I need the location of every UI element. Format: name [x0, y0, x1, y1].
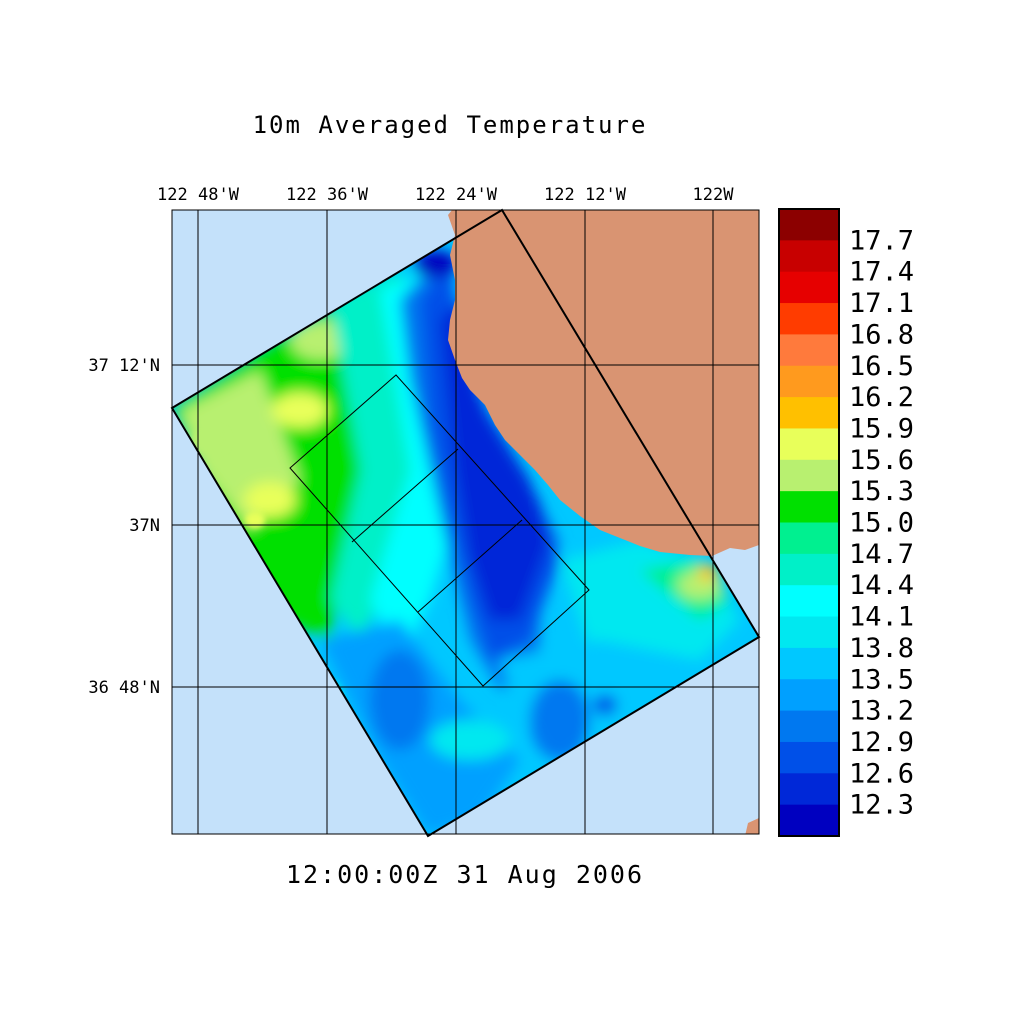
- colorbar-label: 17.1: [849, 288, 914, 319]
- colorbar-swatch: [779, 710, 839, 743]
- lon-tick-label: 122W: [693, 185, 735, 205]
- colorbar-swatch: [779, 491, 839, 523]
- colorbar-swatch: [779, 773, 839, 806]
- map-title: 10m Averaged Temperature: [253, 111, 648, 139]
- map-grid: [172, 210, 759, 834]
- colorbar-label: 16.2: [849, 382, 914, 413]
- colorbar-label: 14.4: [849, 570, 914, 601]
- colorbar-label: 13.2: [849, 696, 914, 727]
- colorbar-label: 15.9: [849, 413, 914, 444]
- colorbar-label: 17.7: [849, 225, 914, 256]
- colorbar-swatch: [779, 459, 839, 492]
- colorbar-label: 12.6: [849, 758, 914, 789]
- lon-tick-label: 122 48'W: [157, 185, 240, 205]
- latitude-axis: 37 12'N 37N 36 48'N: [88, 356, 160, 698]
- colorbar-label: 13.8: [849, 633, 914, 664]
- plot-frame: [171, 209, 760, 835]
- colorbar-swatch: [779, 522, 839, 555]
- longitude-axis: 122 48'W 122 36'W 122 24'W 122 12'W 122W: [157, 185, 734, 205]
- colorbar-swatch: [779, 334, 839, 367]
- colorbar-swatch: [779, 585, 839, 618]
- lon-tick-label: 122 36'W: [286, 185, 369, 205]
- colorbar: 17.717.417.116.816.516.215.915.615.315.0…: [778, 208, 914, 837]
- lon-tick-label: 122 24'W: [415, 185, 498, 205]
- timestamp-label: 12:00:00Z 31 Aug 2006: [286, 860, 644, 889]
- colorbar-swatch: [779, 240, 839, 273]
- colorbar-label: 15.0: [849, 508, 914, 539]
- colorbar-label: 16.8: [849, 319, 914, 350]
- colorbar-swatch: [779, 365, 839, 398]
- colorbar-swatch: [779, 428, 839, 461]
- colorbar-swatch: [779, 679, 839, 712]
- colorbar-label: 14.1: [849, 602, 914, 633]
- colorbar-label: 17.4: [849, 257, 914, 288]
- colorbar-swatch: [779, 271, 839, 304]
- lat-tick-label: 37N: [129, 516, 160, 536]
- colorbar-swatch: [779, 741, 839, 774]
- colorbar-label: 12.3: [849, 790, 914, 821]
- colorbar-label: 13.5: [849, 664, 914, 695]
- colorbar-label: 12.9: [849, 727, 914, 758]
- colorbar-label: 15.3: [849, 476, 914, 507]
- lat-tick-label: 36 48'N: [88, 678, 160, 698]
- colorbar-swatch: [779, 209, 839, 241]
- lat-tick-label: 37 12'N: [88, 356, 160, 376]
- colorbar-swatch: [779, 303, 839, 335]
- nested-domain-outlines: [289, 374, 590, 687]
- colorbar-label: 16.5: [849, 351, 914, 382]
- colorbar-swatch: [779, 647, 839, 680]
- lon-tick-label: 122 12'W: [544, 185, 627, 205]
- colorbar-label: 15.6: [849, 445, 914, 476]
- colorbar-swatch: [779, 616, 839, 649]
- colorbar-frame: [778, 208, 840, 837]
- colorbar-swatch: [779, 397, 839, 429]
- colorbar-swatch: [779, 553, 839, 586]
- land-mass: [448, 210, 759, 834]
- colorbar-label: 14.7: [849, 539, 914, 570]
- colorbar-swatch: [779, 804, 839, 837]
